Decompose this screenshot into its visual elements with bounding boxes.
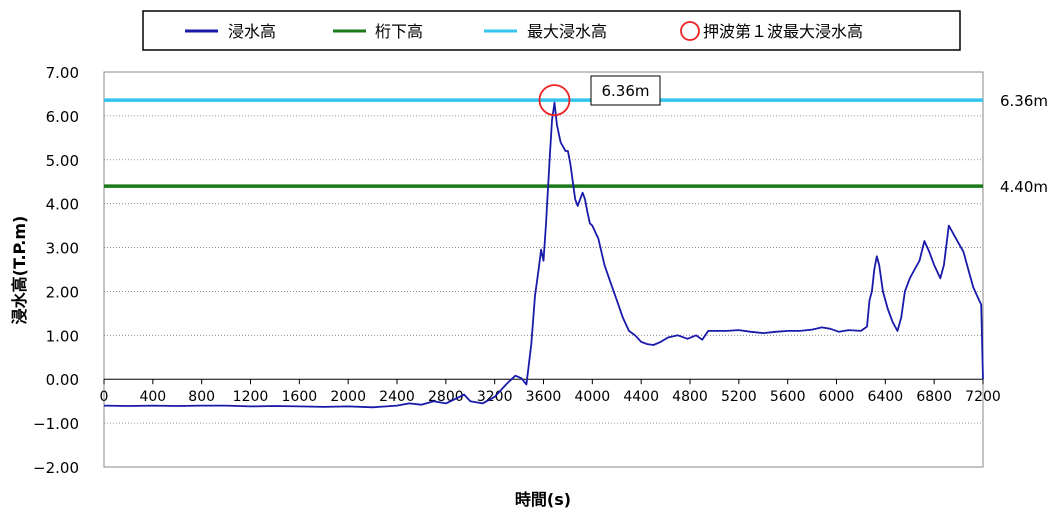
y-tick-label: 3.00 [46,240,79,258]
legend: 浸水高 桁下高 最大浸水高 押波第１波最大浸水高 [142,10,961,51]
legend-label-first-wave-max: 押波第１波最大浸水高 [703,22,863,41]
x-tick-label: 800 [188,389,215,405]
y-axis-title: 浸水高(T.P.m) [10,216,29,325]
x-tick-label: 2400 [379,389,415,405]
x-axis-title: 時間(s) [515,490,571,509]
legend-circle-icon [680,21,700,41]
x-tick-label: 6000 [819,389,855,405]
y-tick-label: 1.00 [46,327,79,345]
y-tick-label: −1.00 [33,415,79,433]
x-tick-label: 6800 [916,389,952,405]
x-tick-label: 1600 [282,389,318,405]
y-tick-label: 5.00 [46,152,79,170]
x-tick-label: 1200 [233,389,269,405]
y-tick-labels: −2.00 −1.00 0.00 1.00 2.00 3.00 4.00 5.00 6.00 7.… [33,64,79,477]
peak-label: 6.36m [601,82,649,100]
peak-label-box [590,75,661,106]
x-axis: 0 400 800 1200 1600 2000 2400 2800 3200 3600 4000 4… [100,378,1001,405]
plot-area [103,71,984,468]
series-group [103,101,984,409]
peak-marker [538,84,571,116]
x-tick-label: 5200 [721,389,757,405]
x-tick-label: 7200 [965,389,1001,405]
x-tick-label: 2000 [330,389,366,405]
y-tick-label: −2.00 [33,459,79,477]
series-line [103,101,984,409]
legend-label-flood-height: 浸水高 [228,22,276,41]
x-tick-label: 4800 [672,389,708,405]
x-tick-label: 4000 [575,389,611,405]
y-tick-label: 2.00 [46,283,79,301]
gridlines [104,115,983,424]
reference-line-label: 4.40m [1000,178,1048,196]
y-tick-label: 7.00 [46,64,79,82]
y-tick-label: 0.00 [46,371,79,389]
x-tick-label: 400 [139,389,166,405]
legend-label-girder-height: 桁下高 [375,22,423,41]
y-tick-label: 4.00 [46,196,79,214]
reference-lines: 4.40m 6.36m [104,92,1048,196]
legend-label-max-flood-height: 最大浸水高 [527,22,607,41]
reference-line-label: 6.36m [1000,92,1048,110]
x-tick-label: 4400 [623,389,659,405]
x-tick-label: 6400 [868,389,904,405]
x-tick-label: 3600 [526,389,562,405]
y-tick-label: 6.00 [46,108,79,126]
x-tick-label: 5600 [770,389,806,405]
peak-marker-group: 6.36m [538,75,661,116]
x-tick-label: 0 [100,389,109,405]
